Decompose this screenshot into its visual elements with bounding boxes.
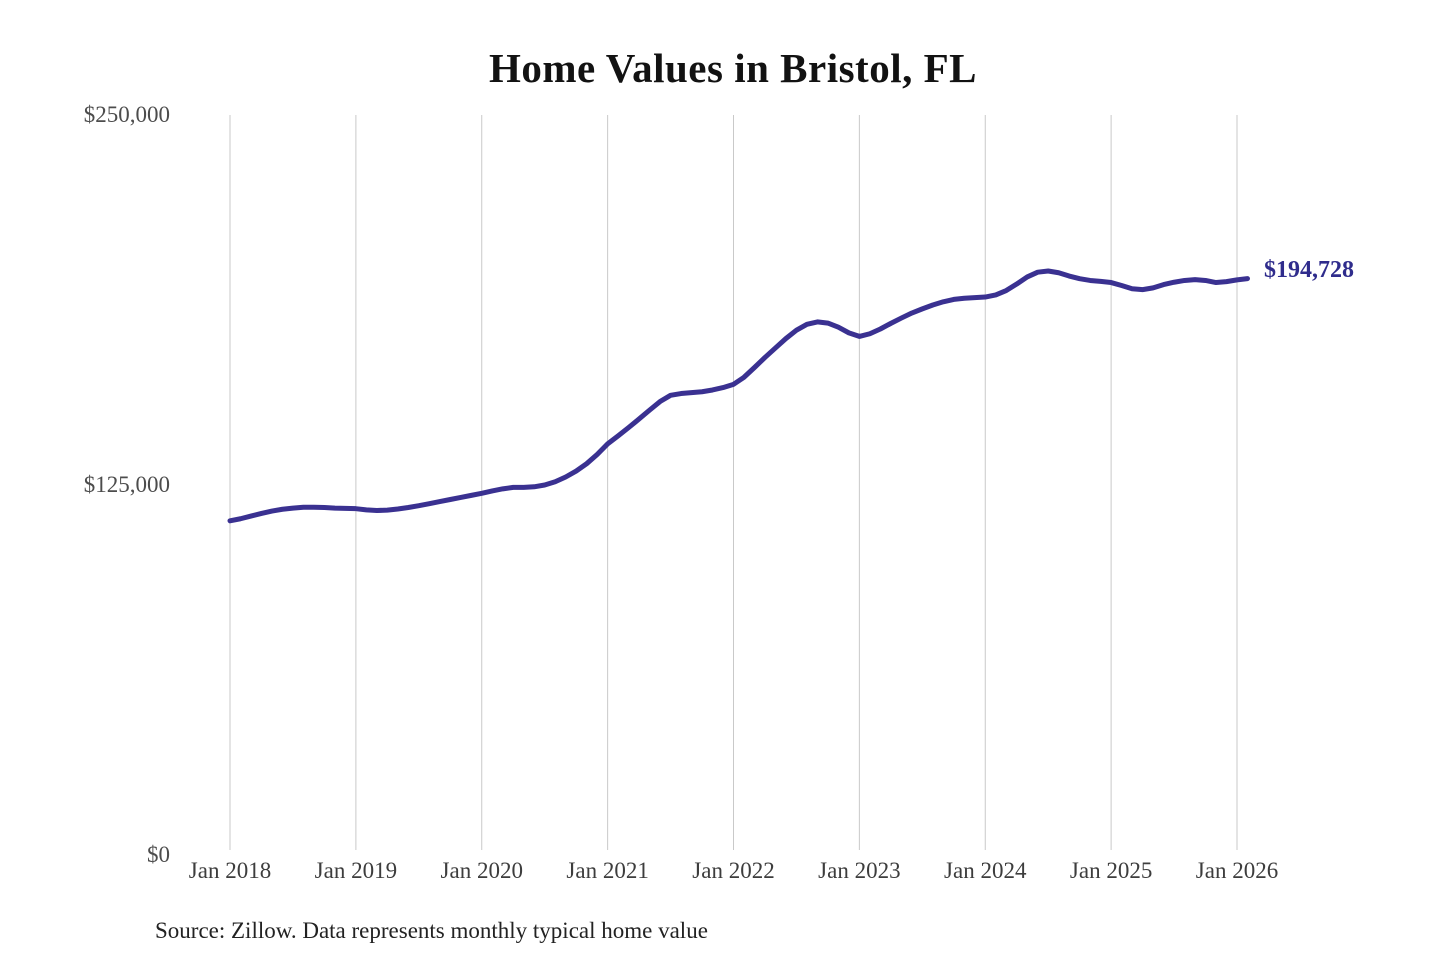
- y-tick-label-250000: $250,000: [83, 102, 170, 127]
- gridlines: [229, 115, 1238, 850]
- x-tick-label-jan-2019: Jan 2019: [314, 858, 398, 883]
- y-tick-label-125000: $125,000: [83, 472, 170, 497]
- x-tick-label-jan-2023: Jan 2023: [818, 858, 901, 883]
- x-tick-label-jan-2022: Jan 2022: [692, 858, 775, 883]
- x-tick-label-jan-2021: Jan 2021: [566, 858, 649, 883]
- source-note: Source: Zillow. Data represents monthly …: [155, 918, 708, 943]
- y-tick-label-0: $0: [147, 842, 170, 867]
- x-tick-label-jan-2025: Jan 2025: [1069, 858, 1153, 883]
- x-tick-label-jan-2026: Jan 2026: [1195, 858, 1279, 883]
- chart-title: Home Values in Bristol, FL: [489, 45, 977, 91]
- x-tick-label-jan-2018: Jan 2018: [188, 858, 272, 883]
- home-value-line: [227, 268, 1250, 524]
- x-tick-label-jan-2020: Jan 2020: [440, 858, 523, 883]
- x-tick-label-jan-2024: Jan 2024: [944, 858, 1027, 883]
- latest-value-label: $194,728: [1264, 257, 1354, 283]
